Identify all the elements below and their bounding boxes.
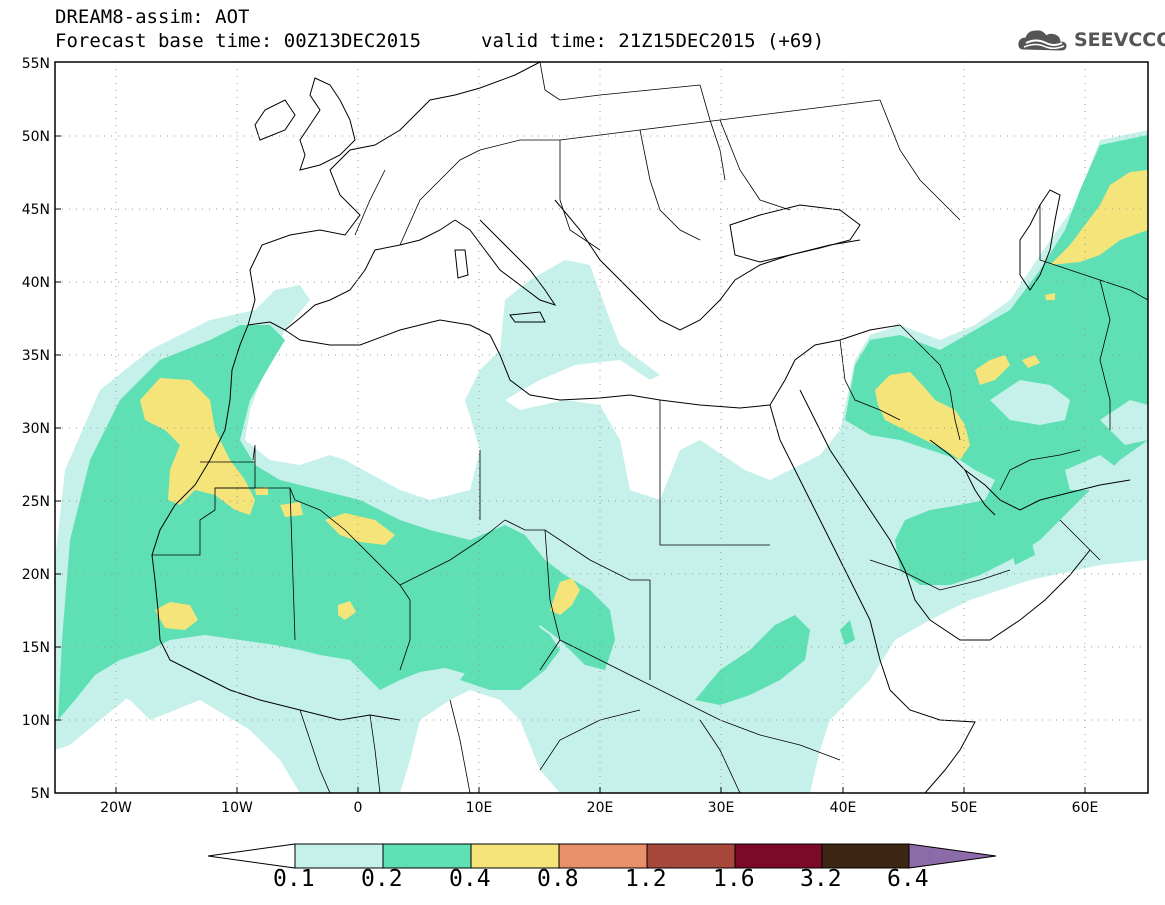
logo-text: SEEVCCC — [1074, 29, 1165, 51]
colorbar-cell — [646, 843, 736, 869]
cloud-icon — [1018, 30, 1067, 51]
aot-field-0-4 — [140, 170, 1148, 630]
lon-label: 30E — [708, 800, 735, 816]
lon-label: 20E — [587, 800, 614, 816]
aot-field-holes — [125, 380, 1148, 700]
colorbar-label: 6.4 — [887, 866, 929, 892]
lon-label: 0 — [354, 800, 363, 816]
lat-label: 45N — [22, 202, 50, 218]
lon-label: 50E — [951, 800, 978, 816]
lat-label: 30N — [22, 421, 50, 437]
aot-fields — [55, 62, 1148, 793]
lat-label: 25N — [22, 494, 50, 510]
coastlines — [151, 62, 1131, 793]
colorbar-label: 1.2 — [625, 866, 667, 892]
lat-label: 50N — [22, 129, 50, 145]
colorbar-cell — [382, 843, 472, 869]
lon-label: 60E — [1072, 800, 1099, 816]
colorbar — [207, 843, 997, 869]
colorbar-cell — [558, 843, 648, 869]
lon-label: 40E — [830, 800, 857, 816]
colorbar-label: 0.4 — [449, 866, 491, 892]
map-title: DREAM8-assim: AOT — [55, 6, 250, 28]
colorbar-under-arrow — [207, 843, 296, 869]
colorbar-label: 1.6 — [713, 866, 755, 892]
latitude-labels: 55N 50N 45N 40N 35N 30N 25N 20N 15N 10N … — [22, 56, 50, 802]
lat-label: 20N — [22, 567, 50, 583]
forecast-base-time: Forecast base time: 00Z13DEC2015 — [55, 30, 422, 52]
colorbar-over-arrow — [908, 843, 997, 869]
lat-label: 55N — [22, 56, 50, 72]
lat-label: 35N — [22, 348, 50, 364]
colorbar-cell — [821, 843, 910, 869]
colorbar-cell — [734, 843, 823, 869]
lat-label: 5N — [31, 786, 50, 802]
tick-marks — [55, 135, 1086, 793]
colorbar-cell — [294, 843, 384, 869]
longitude-labels: 20W 10W 0 10E 20E 30E 40E 50E 60E — [100, 800, 1098, 816]
colorbar-label: 0.8 — [537, 866, 579, 892]
seevccc-logo: SEEVCCC — [1016, 25, 1165, 55]
colorbar-label: 0.2 — [361, 866, 403, 892]
lat-label: 15N — [22, 640, 50, 656]
graticule — [55, 62, 1148, 793]
colorbar-label: 0.1 — [273, 866, 315, 892]
lon-label: 10E — [466, 800, 493, 816]
lat-label: 10N — [22, 713, 50, 729]
lon-label: 20W — [100, 800, 132, 816]
colorbar-label: 3.2 — [800, 866, 842, 892]
lon-label: 10W — [221, 800, 253, 816]
colorbar-cell — [470, 843, 560, 869]
lat-label: 40N — [22, 275, 50, 291]
country-borders — [152, 62, 1148, 793]
valid-time: valid time: 21Z15DEC2015 (+69) — [481, 30, 825, 52]
